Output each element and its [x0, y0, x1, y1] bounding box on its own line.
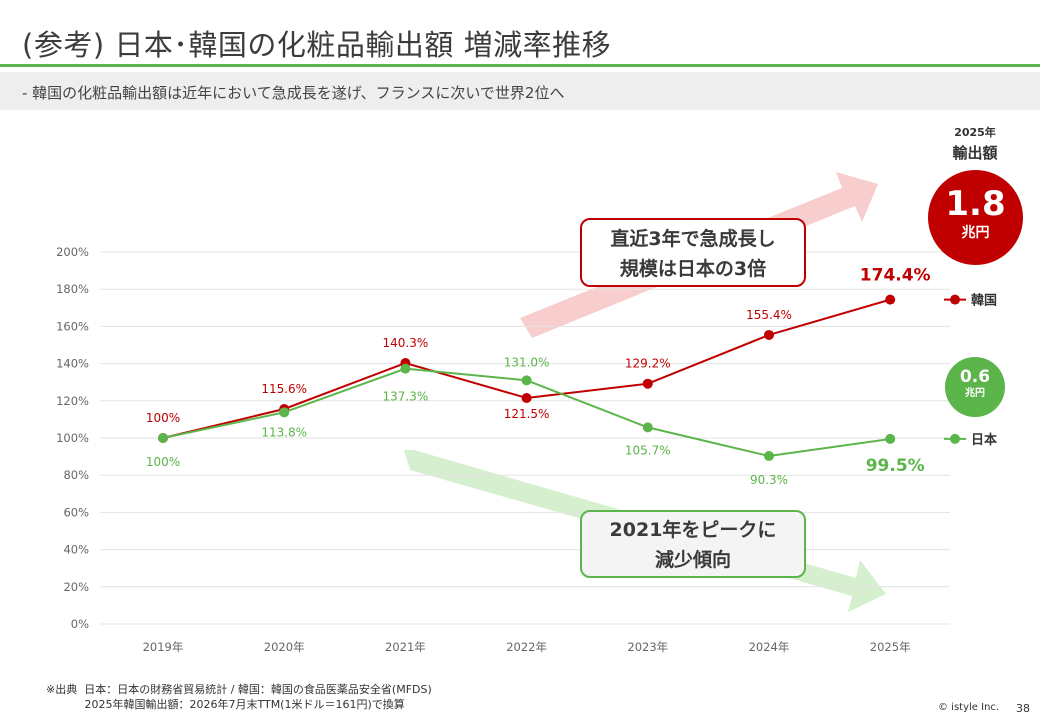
x-tick-label: 2023年 [627, 640, 668, 654]
data-label: 99.5% [866, 456, 925, 476]
y-tick-label: 100% [56, 431, 89, 445]
data-label: 100% [146, 411, 180, 425]
data-label: 129.2% [625, 357, 671, 371]
y-tick-label: 160% [56, 319, 89, 333]
korea-export-badge: 1.8 兆円 [928, 170, 1023, 265]
x-tick-label: 2022年 [506, 640, 547, 654]
page-number: 38 [1016, 702, 1030, 715]
copyright: © istyle Inc. [938, 702, 1000, 713]
data-point [764, 329, 774, 340]
data-point [764, 451, 774, 462]
data-label: 155.4% [746, 308, 792, 322]
y-tick-label: 120% [56, 394, 89, 408]
data-point [885, 433, 896, 444]
y-tick-label: 80% [63, 468, 89, 482]
y-tick-label: 140% [56, 357, 89, 371]
x-tick-label: 2025年 [870, 640, 911, 654]
x-axis: 2019年 2020年 2021年 2022年 2023年 2024年 2025年 [143, 640, 911, 654]
data-point [400, 363, 411, 374]
korea-callout-line1: 直近3年で急成長し [610, 228, 776, 250]
export-year-label: 2025年 [954, 126, 996, 139]
x-tick-label: 2024年 [749, 640, 790, 654]
y-tick-label: 20% [63, 580, 89, 594]
korea-export-unit: 兆円 [961, 225, 990, 241]
data-label: 137.3% [383, 390, 429, 404]
legend-label: 日本 [971, 432, 997, 448]
page-subtitle: ‐ 韓国の化粧品輸出額は近年において急成長を遂げ、フランスに次いで世界2位へ [22, 84, 565, 102]
y-tick-label: 60% [63, 505, 89, 519]
japan-callout-line1: 2021年をピークに [609, 519, 777, 541]
data-point [521, 393, 532, 404]
page-title: (参考) 日本･韓国の化粧品輸出額 増減率推移 [22, 28, 612, 62]
y-axis: 0% 20% 40% 60% 80% 100% 120% 140% 160% 180% 200% [56, 245, 89, 631]
data-label: 105.7% [625, 443, 671, 457]
korea-callout: 直近3年で急成長し 規模は日本の3倍 [580, 218, 806, 287]
japan-callout-line2: 減少傾向 [654, 549, 731, 571]
data-label: 90.3% [750, 473, 788, 487]
data-point [642, 378, 653, 389]
data-label: 174.4% [860, 266, 931, 286]
footnote-line2: 2025年韓国輸出額：2026年7月末TTM(1米ドル＝161円)で換算 [46, 698, 405, 711]
y-tick-label: 200% [56, 245, 89, 259]
data-label: 100% [146, 455, 180, 469]
data-point [279, 407, 290, 418]
japan-export-unit: 兆円 [965, 388, 985, 399]
legend-marker [950, 294, 960, 305]
x-tick-label: 2020年 [264, 640, 305, 654]
japan-callout: 2021年をピークに 減少傾向 [580, 510, 806, 578]
data-labels: 100% 115.6% 140.3% 121.5% 129.2% 155.4% 174.4%… [146, 266, 931, 487]
data-label: 115.6% [261, 382, 307, 396]
footnote-line1: ※出典 日本：日本の財務省貿易統計 / 韓国：韓国の食品医薬品安全省(MFDS) [46, 683, 432, 696]
x-tick-label: 2021年 [385, 640, 426, 654]
data-label: 140.3% [383, 336, 429, 350]
source-footnote: ※出典 日本：日本の財務省貿易統計 / 韓国：韓国の食品医薬品安全省(MFDS)… [46, 682, 432, 712]
data-point [521, 375, 532, 386]
legend-marker [950, 433, 960, 444]
series-points [158, 294, 896, 462]
data-label: 121.5% [504, 407, 550, 421]
data-point [642, 422, 653, 433]
title-rule [0, 64, 1040, 67]
export-amount-label: 輸出額 [952, 144, 998, 162]
y-tick-label: 180% [56, 282, 89, 296]
data-point [885, 294, 896, 305]
y-tick-label: 0% [71, 617, 89, 631]
chart-gridlines [100, 251, 950, 625]
korea-export-value: 1.8 [945, 184, 1006, 224]
data-label: 113.8% [261, 425, 307, 439]
legend-label: 韓国 [971, 293, 997, 309]
korea-callout-line2: 規模は日本の3倍 [619, 258, 767, 280]
x-tick-label: 2019年 [143, 640, 184, 654]
subtitle-band [0, 72, 1040, 110]
japan-export-value: 0.6 [959, 367, 991, 387]
data-label: 131.0% [504, 355, 550, 369]
japan-export-badge: 0.6 兆円 [945, 357, 1005, 417]
y-tick-label: 40% [63, 543, 89, 557]
data-point [158, 433, 168, 443]
